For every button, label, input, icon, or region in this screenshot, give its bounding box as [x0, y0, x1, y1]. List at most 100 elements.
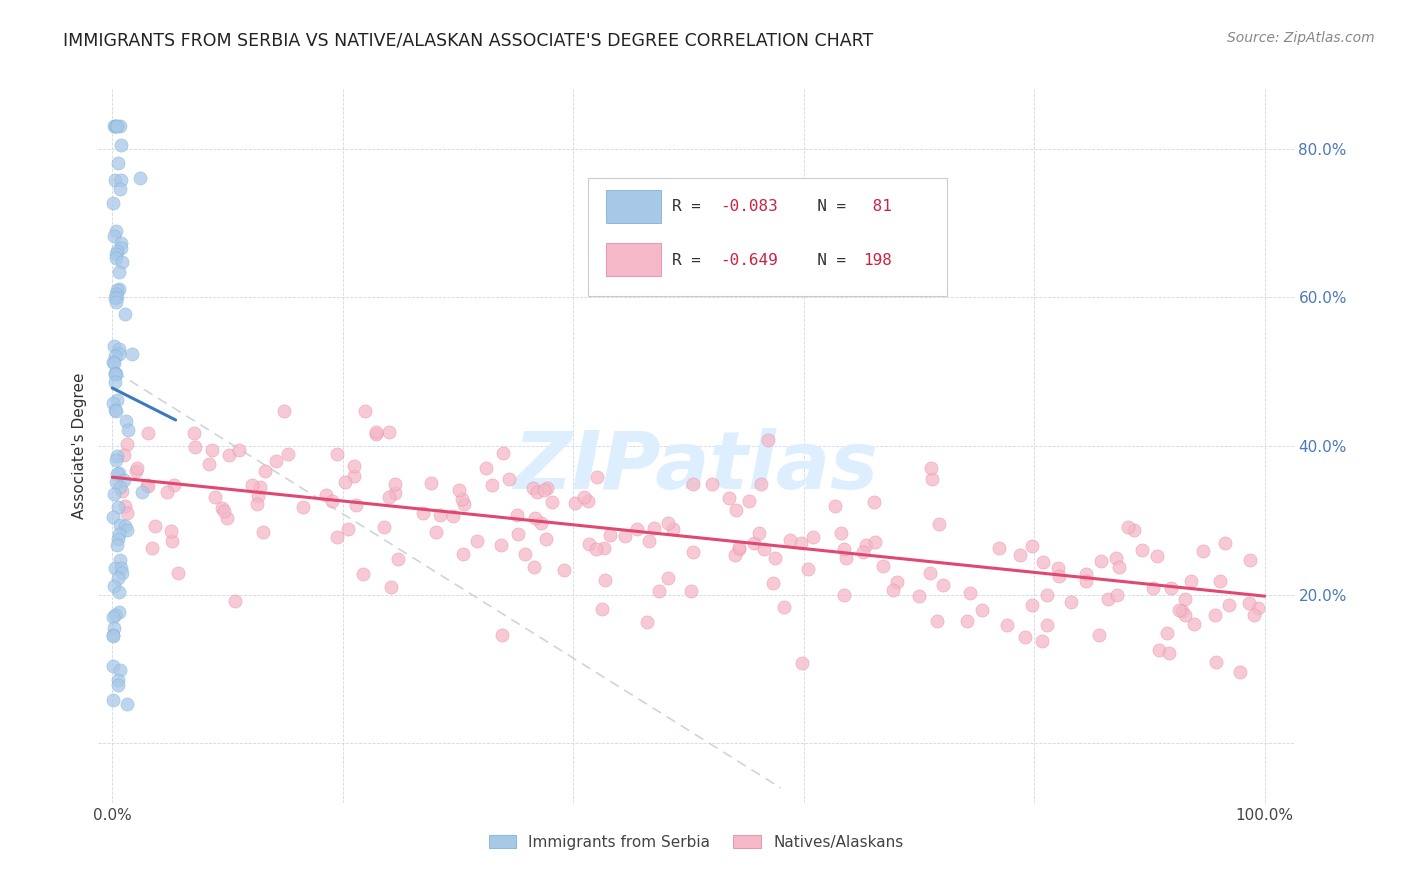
Point: [1160, 582, 1182, 596]
Point: [352, 567, 374, 582]
Point: [101, 628, 124, 642]
Point: [353, 404, 375, 418]
Point: [159, 524, 181, 538]
Point: [491, 627, 513, 641]
Point: [217, 511, 239, 525]
Point: [387, 552, 409, 566]
FancyBboxPatch shape: [589, 178, 948, 296]
Point: [465, 533, 488, 548]
Point: [648, 584, 671, 599]
Point: [101, 195, 124, 210]
Point: [1204, 607, 1226, 622]
Point: [224, 594, 246, 608]
Point: [105, 367, 128, 381]
Point: [564, 496, 586, 510]
Point: [1237, 596, 1260, 610]
Point: [156, 484, 179, 499]
Point: [1142, 582, 1164, 596]
Point: [928, 516, 950, 531]
Point: [333, 475, 356, 489]
Point: [110, 254, 132, 268]
Point: [364, 426, 387, 441]
Point: [110, 138, 132, 153]
Point: [105, 295, 128, 310]
Point: [292, 500, 315, 514]
Point: [1116, 520, 1139, 534]
Point: [125, 464, 148, 478]
Point: [763, 550, 786, 565]
Point: [114, 500, 136, 514]
Point: [103, 609, 125, 624]
Point: [136, 479, 159, 493]
Point: [252, 524, 274, 539]
Point: [533, 483, 555, 498]
Point: [115, 437, 138, 451]
Point: [110, 236, 132, 251]
Point: [246, 489, 269, 503]
Point: [204, 490, 226, 504]
Point: [110, 241, 132, 255]
Point: [107, 500, 129, 515]
Point: [1243, 608, 1265, 623]
Point: [572, 490, 595, 504]
Point: [1149, 643, 1171, 657]
Point: [108, 518, 131, 533]
Point: [789, 536, 811, 550]
Point: [449, 483, 471, 497]
Point: [104, 366, 127, 380]
Point: [105, 392, 128, 407]
Point: [489, 538, 512, 552]
Point: [218, 448, 240, 462]
Point: [1047, 561, 1070, 575]
Point: [506, 508, 529, 523]
Point: [107, 244, 129, 258]
Point: [1088, 628, 1111, 642]
Text: -0.649: -0.649: [720, 253, 778, 268]
Point: [724, 503, 747, 517]
Point: [852, 545, 875, 559]
Point: [104, 402, 127, 417]
Point: [114, 307, 136, 321]
Point: [429, 508, 451, 523]
Point: [315, 488, 337, 502]
Point: [211, 501, 233, 516]
Point: [266, 454, 288, 468]
Point: [108, 282, 131, 296]
Point: [863, 534, 886, 549]
Point: [107, 532, 129, 546]
Point: [752, 542, 775, 557]
Point: [1239, 553, 1261, 567]
Point: [682, 477, 704, 491]
Point: [830, 525, 852, 540]
Point: [104, 453, 127, 467]
Point: [728, 541, 751, 555]
Point: [197, 458, 219, 472]
Point: [1105, 589, 1128, 603]
Point: [105, 120, 128, 134]
Point: [751, 476, 773, 491]
Point: [863, 495, 886, 509]
Point: [1146, 549, 1168, 564]
Point: [212, 504, 235, 518]
Legend: Immigrants from Serbia, Natives/Alaskans: Immigrants from Serbia, Natives/Alaskans: [482, 829, 910, 855]
Point: [451, 492, 474, 507]
Point: [277, 447, 299, 461]
Point: [453, 497, 475, 511]
Point: [128, 171, 150, 186]
Point: [536, 532, 558, 546]
Text: 81: 81: [863, 199, 893, 214]
Point: [1074, 566, 1097, 581]
Point: [377, 491, 399, 505]
Point: [920, 566, 942, 581]
Point: [111, 566, 134, 581]
Point: [591, 602, 613, 616]
Point: [105, 290, 128, 304]
Point: [824, 500, 846, 514]
Point: [110, 173, 132, 187]
Point: [1097, 592, 1119, 607]
Point: [105, 449, 128, 463]
Point: [1192, 543, 1215, 558]
Point: [832, 587, 855, 601]
Point: [364, 425, 387, 439]
Point: [908, 590, 931, 604]
